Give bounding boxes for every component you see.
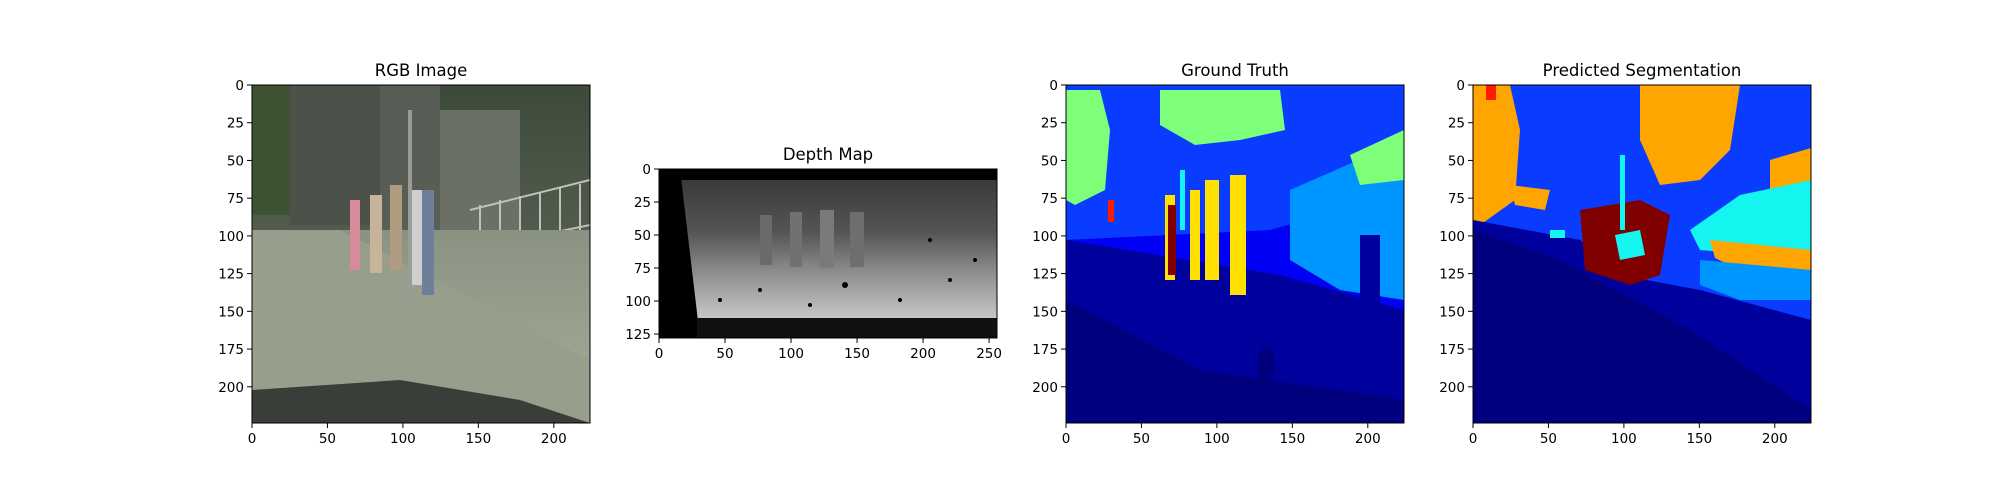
x-tick-label: 150: [1279, 431, 1305, 447]
x-tick-label: 150: [1686, 431, 1712, 447]
rgb-photo: [252, 85, 590, 423]
x-tick-label: 0: [1469, 431, 1478, 447]
x-tick-label: 200: [1762, 431, 1788, 447]
y-tick-label: 50: [1041, 153, 1058, 169]
y-tick-label: 175: [218, 342, 244, 358]
x-tick-label: 50: [319, 431, 336, 447]
y-tick-label: 0: [235, 78, 244, 94]
y-tick-label: 75: [227, 191, 244, 207]
y-tick-label: 200: [1439, 380, 1465, 396]
x-tick-label: 200: [1355, 431, 1381, 447]
y-tick-label: 125: [1032, 267, 1058, 283]
x-tick-label: 50: [1540, 431, 1557, 447]
y-tick-label: 50: [227, 153, 244, 169]
y-tick-label: 0: [642, 162, 651, 178]
y-tick-label: 25: [634, 195, 651, 211]
x-tick-label: 100: [1611, 431, 1637, 447]
y-tick-label: 0: [1456, 78, 1465, 94]
x-tick-label: 100: [390, 431, 416, 447]
y-tick-label: 25: [1448, 116, 1465, 132]
y-tick-label: 100: [625, 294, 651, 310]
x-tick-label: 0: [655, 346, 664, 362]
y-tick-label: 0: [1049, 78, 1058, 94]
y-tick-label: 150: [218, 304, 244, 320]
y-tick-label: 25: [227, 116, 244, 132]
predicted-segmentation-panel: Predicted Segmentation 0 50 100 150 200 0 25 50…: [1439, 61, 1812, 447]
y-tick-label: 100: [1032, 229, 1058, 245]
rgb-image-panel: RGB Image: [218, 61, 591, 447]
y-tick-label: 125: [1439, 267, 1465, 283]
y-tick-label: 75: [1448, 191, 1465, 207]
y-tick-label: 50: [1448, 153, 1465, 169]
x-tick-label: 50: [716, 346, 733, 362]
ground-truth-panel: Ground Truth 0 50 100 150 200 0 25 50 75 100 125 15…: [1032, 61, 1405, 447]
predicted-segmentation-axes: 0 50 100 150 200 0 25 50 75 100 125 150 175 200: [1439, 78, 1787, 447]
depth-image: [659, 169, 997, 338]
y-tick-label: 175: [1032, 342, 1058, 358]
x-tick-label: 0: [248, 431, 257, 447]
x-tick-label: 100: [778, 346, 804, 362]
y-tick-label: 200: [218, 380, 244, 396]
predicted-segmentation-mask: [1473, 85, 1811, 423]
x-tick-label: 100: [1204, 431, 1230, 447]
ground-truth-mask: [1066, 85, 1404, 423]
y-tick-label: 150: [1032, 304, 1058, 320]
y-tick-label: 150: [1439, 304, 1465, 320]
x-tick-label: 250: [976, 346, 1002, 362]
depth-map-panel: Depth Map 0 50 100 150 200 250 0 25 50 75 100 125: [625, 145, 1002, 362]
rgb-image-axes: 0 50 100 150 200 0 25 50 75 100 125 150 175 200: [218, 78, 566, 447]
y-tick-label: 100: [218, 229, 244, 245]
y-tick-label: 200: [1032, 380, 1058, 396]
y-tick-label: 125: [218, 267, 244, 283]
x-tick-label: 0: [1062, 431, 1071, 447]
panel-title: Depth Map: [783, 145, 873, 164]
panel-title: Predicted Segmentation: [1543, 61, 1742, 80]
y-tick-label: 125: [625, 327, 651, 343]
y-tick-label: 75: [1041, 191, 1058, 207]
y-tick-label: 75: [634, 261, 651, 277]
depth-map-axes: 0 50 100 150 200 250 0 25 50 75 100 125: [625, 162, 1002, 362]
x-tick-label: 200: [910, 346, 936, 362]
ground-truth-axes: 0 50 100 150 200 0 25 50 75 100 125 150 175 200: [1032, 78, 1380, 447]
x-tick-label: 150: [465, 431, 491, 447]
x-tick-label: 50: [1133, 431, 1150, 447]
panel-title: Ground Truth: [1181, 61, 1289, 80]
x-tick-label: 200: [541, 431, 567, 447]
y-tick-label: 100: [1439, 229, 1465, 245]
x-tick-label: 150: [844, 346, 870, 362]
panel-title: RGB Image: [375, 61, 468, 80]
y-tick-label: 50: [634, 228, 651, 244]
y-tick-label: 25: [1041, 116, 1058, 132]
y-tick-label: 175: [1439, 342, 1465, 358]
